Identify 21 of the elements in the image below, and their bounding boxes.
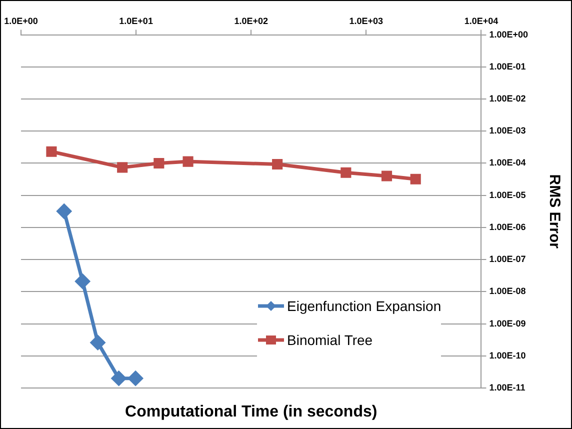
legend-label: Binomial Tree [287, 332, 373, 348]
y-tick-label: 1.00E-01 [489, 61, 526, 72]
y-tick-label: 1.00E-04 [489, 158, 526, 168]
y-tick-label: 1.00E-02 [489, 94, 526, 104]
x-tick-label: 1.0E+02 [234, 16, 268, 26]
y-tick-label: 1.00E-06 [489, 222, 526, 232]
x-tick-label: 1.0E+03 [349, 16, 384, 26]
y-axis-title: RMS Error [546, 174, 563, 249]
legend-label: Eigenfunction Expansion [287, 298, 442, 314]
y-tick-label: 1.00E+00 [489, 29, 528, 40]
y-tick-label: 1.00E-03 [489, 126, 526, 136]
y-tick-label: 1.00E-08 [489, 286, 526, 296]
x-tick-label: 1.0E+04 [464, 16, 498, 26]
y-tick-label: 1.00E-11 [489, 382, 526, 392]
y-tick-label: 1.00E-10 [489, 350, 526, 360]
y-tick-label: 1.00E-05 [489, 190, 526, 200]
x-tick-label: 1.0E+01 [119, 16, 153, 26]
y-tick-label: 1.00E-09 [489, 318, 526, 328]
x-axis-title: Computational Time (in seconds) [125, 403, 378, 420]
x-tick-label: 1.0E+00 [4, 16, 38, 26]
y-tick-label: 1.00E-07 [489, 254, 526, 264]
